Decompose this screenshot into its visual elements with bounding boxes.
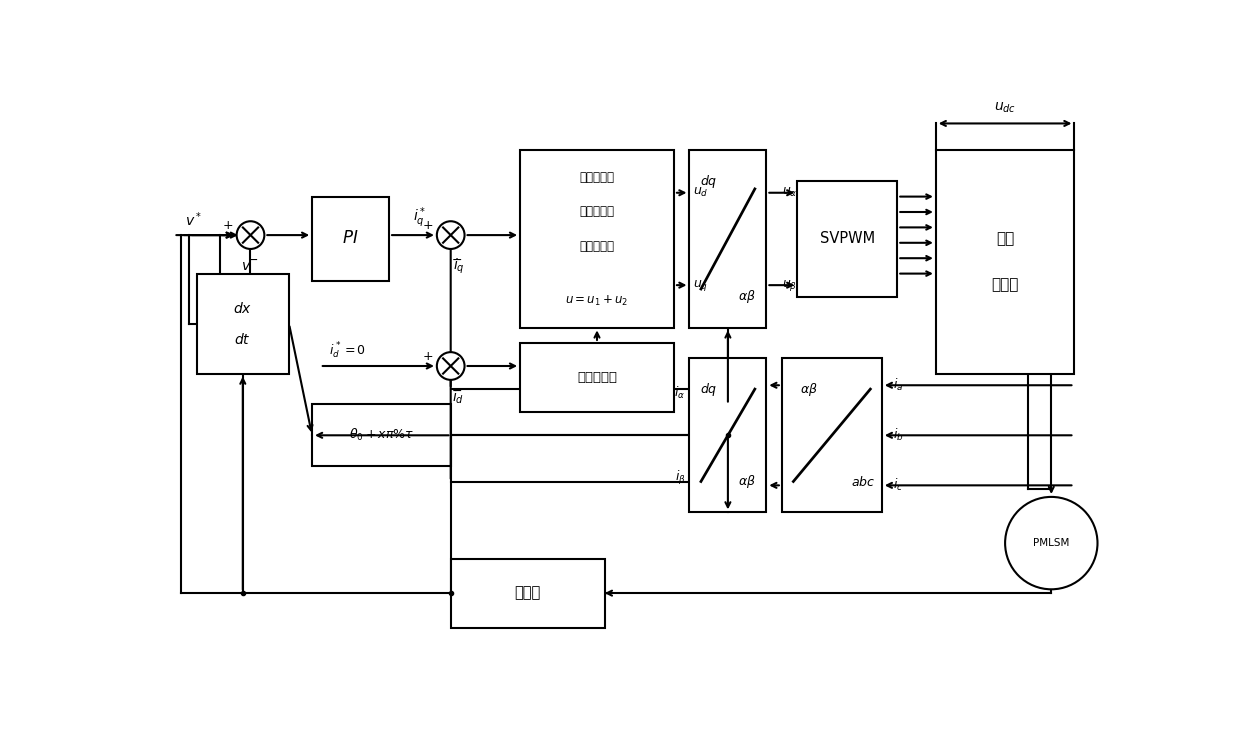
Text: $i_{\alpha}$: $i_{\alpha}$	[675, 385, 686, 401]
Text: $u_{\beta}$: $u_{\beta}$	[781, 278, 797, 292]
Text: +: +	[222, 219, 233, 232]
Text: $dx$: $dx$	[233, 300, 253, 316]
Circle shape	[1006, 497, 1097, 589]
Bar	[781, 358, 882, 512]
Text: 三相: 三相	[996, 232, 1014, 246]
Text: $i_q$: $i_q$	[453, 256, 464, 275]
Text: $i_c$: $i_c$	[894, 477, 904, 494]
Bar	[312, 197, 389, 281]
Text: +: +	[423, 219, 433, 232]
Text: $i_b$: $i_b$	[894, 427, 904, 443]
Circle shape	[436, 352, 465, 380]
Text: $\theta_0+x\pi\%\tau$: $\theta_0+x\pi\%\tau$	[348, 427, 414, 443]
Bar	[689, 150, 766, 328]
Bar	[197, 274, 289, 374]
Circle shape	[436, 221, 465, 249]
Text: $\alpha\beta$: $\alpha\beta$	[800, 380, 817, 397]
Text: $v$: $v$	[242, 259, 252, 273]
Text: $abc$: $abc$	[851, 474, 874, 488]
Text: $dt$: $dt$	[234, 332, 252, 346]
Text: $PI$: $PI$	[342, 230, 358, 247]
Text: 逆变桥: 逆变桥	[992, 278, 1019, 292]
Bar	[450, 559, 605, 628]
Text: $v^*$: $v^*$	[185, 210, 202, 229]
Bar	[936, 150, 1074, 374]
Text: $i_{\beta}$: $i_{\beta}$	[675, 468, 686, 487]
Text: $-$: $-$	[247, 253, 258, 266]
Bar	[797, 181, 898, 297]
Text: 新型趋近率: 新型趋近率	[577, 371, 618, 384]
Text: $dq$: $dq$	[699, 172, 718, 189]
Text: 非奇异终端: 非奇异终端	[579, 206, 615, 218]
Text: $i_q^*$: $i_q^*$	[413, 206, 427, 230]
Text: $-$: $-$	[451, 384, 463, 397]
Text: $u_d$: $u_d$	[693, 186, 709, 199]
Text: 多变量二阶: 多变量二阶	[579, 171, 615, 184]
Text: +: +	[423, 350, 433, 363]
Text: $\alpha\beta$: $\alpha\beta$	[738, 473, 756, 490]
Text: $u_{\alpha}$: $u_{\alpha}$	[781, 186, 797, 199]
Circle shape	[237, 221, 264, 249]
Bar	[520, 150, 675, 328]
Text: PMLSM: PMLSM	[1033, 538, 1069, 548]
Text: $i_a$: $i_a$	[894, 377, 904, 393]
Text: $i_d^*=0$: $i_d^*=0$	[329, 340, 366, 360]
Text: 滑模控制律: 滑模控制律	[579, 240, 615, 253]
Text: $i_d$: $i_d$	[453, 388, 465, 406]
Text: $u_q$: $u_q$	[693, 278, 708, 292]
Bar	[689, 358, 766, 512]
Text: $u=u_1+u_2$: $u=u_1+u_2$	[565, 294, 629, 308]
Text: $u_{dc}$: $u_{dc}$	[994, 101, 1017, 115]
Text: $-$: $-$	[451, 253, 463, 266]
Text: SVPWM: SVPWM	[820, 232, 874, 246]
Text: $\alpha\beta$: $\alpha\beta$	[738, 288, 756, 305]
Text: $dq$: $dq$	[699, 380, 718, 397]
Bar	[520, 343, 675, 412]
Text: 光栅尺: 光栅尺	[515, 585, 541, 601]
Bar	[312, 405, 450, 466]
